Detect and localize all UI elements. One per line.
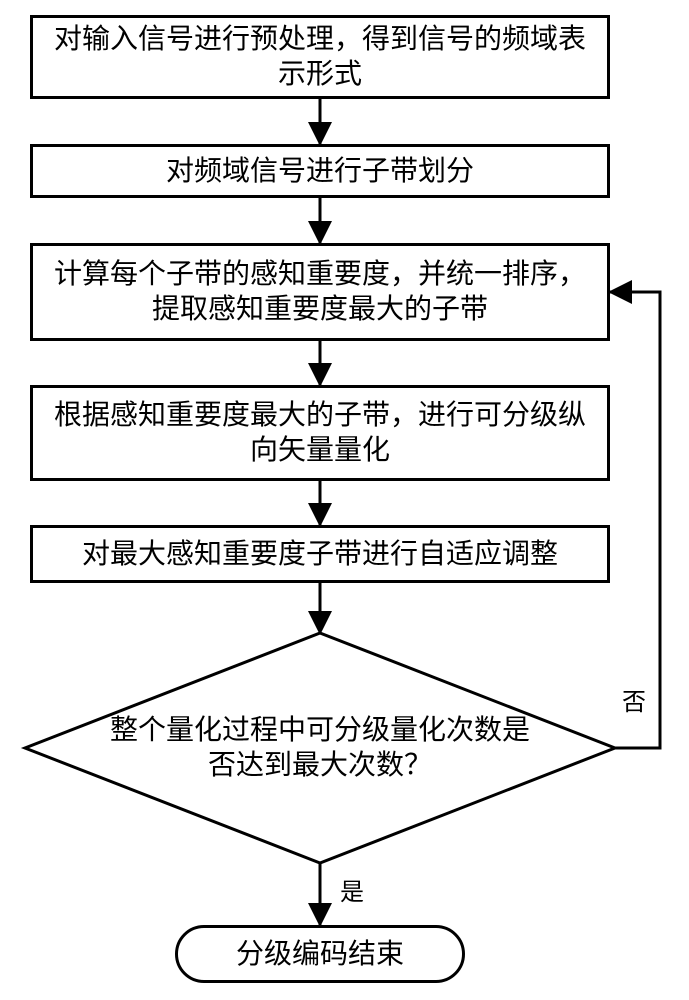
label-yes: 是: [340, 878, 364, 908]
step-importance-rank-label: 计算每个子带的感知重要度，并统一排序，提取感知重要度最大的子带: [33, 257, 607, 327]
step-scalable-vq-label: 根据感知重要度最大的子带，进行可分级纵向矢量量化: [33, 398, 607, 468]
label-no: 否: [622, 688, 646, 718]
decision-max-iterations-label: 整个量化过程中可分级量化次数是否达到最大次数？: [100, 713, 540, 783]
terminator-end: 分级编码结束: [175, 925, 465, 983]
step-preprocess-label: 对输入信号进行预处理，得到信号的频域表示形式: [33, 22, 607, 92]
step-adaptive-adjust: 对最大感知重要度子带进行自适应调整: [30, 525, 610, 583]
step-preprocess: 对输入信号进行预处理，得到信号的频域表示形式: [30, 15, 610, 99]
step-adaptive-adjust-label: 对最大感知重要度子带进行自适应调整: [82, 537, 558, 572]
step-subband-split: 对频域信号进行子带划分: [30, 144, 610, 198]
step-scalable-vq: 根据感知重要度最大的子带，进行可分级纵向矢量量化: [30, 385, 610, 481]
edge-dec-n3-loop: [610, 292, 660, 748]
decision-max-iterations: 整个量化过程中可分级量化次数是否达到最大次数？: [100, 690, 540, 806]
step-subband-split-label: 对频域信号进行子带划分: [166, 154, 474, 189]
flowchart-canvas: 对输入信号进行预处理，得到信号的频域表示形式 对频域信号进行子带划分 计算每个子…: [0, 0, 689, 1000]
terminator-end-label: 分级编码结束: [236, 937, 404, 972]
step-importance-rank: 计算每个子带的感知重要度，并统一排序，提取感知重要度最大的子带: [30, 243, 610, 341]
